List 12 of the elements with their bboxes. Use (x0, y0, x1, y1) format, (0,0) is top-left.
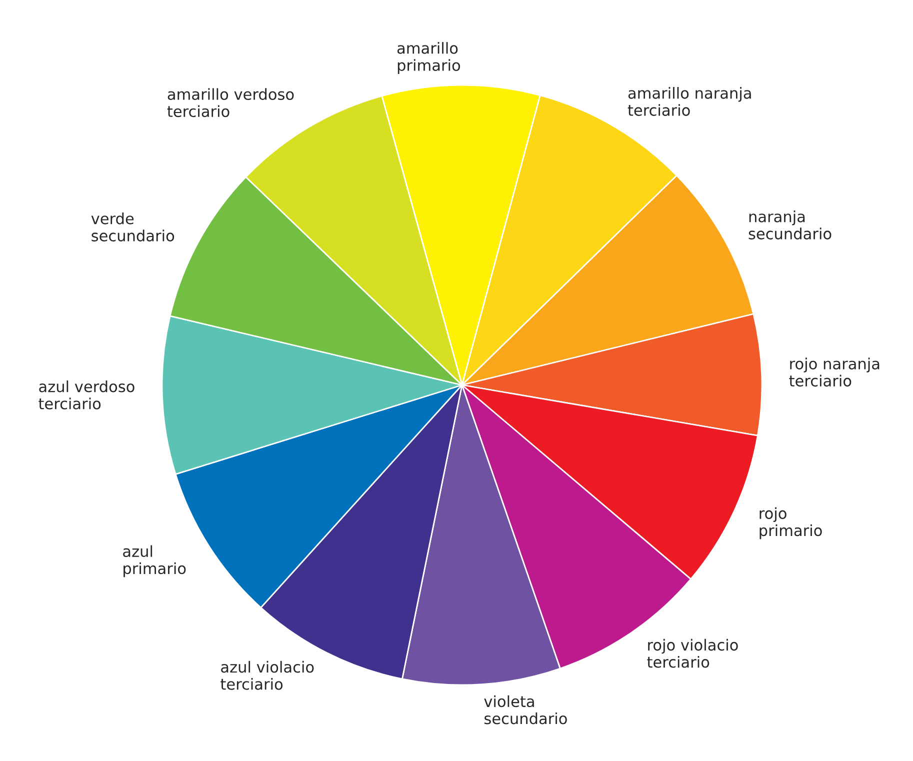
slice-label: verde secundario (91, 212, 174, 242)
slice-label: rojo violacio terciario (647, 638, 738, 668)
slice-label: azul primario (123, 545, 186, 578)
slice-label: azul violacio terciario (220, 660, 314, 690)
slice-label: amarillo verdoso terciario (167, 88, 294, 118)
slice-label: rojo primario (760, 507, 822, 540)
slice-label: naranja secundario (748, 210, 832, 240)
slice-label: amarillo naranja terciario (628, 87, 751, 116)
slice-label: azul verdoso terciario (38, 380, 134, 410)
slice-label: violeta secundario (484, 695, 567, 724)
slice-label: amarillo primario (397, 42, 460, 74)
slice-label: rojo naranja terciario (789, 358, 880, 387)
